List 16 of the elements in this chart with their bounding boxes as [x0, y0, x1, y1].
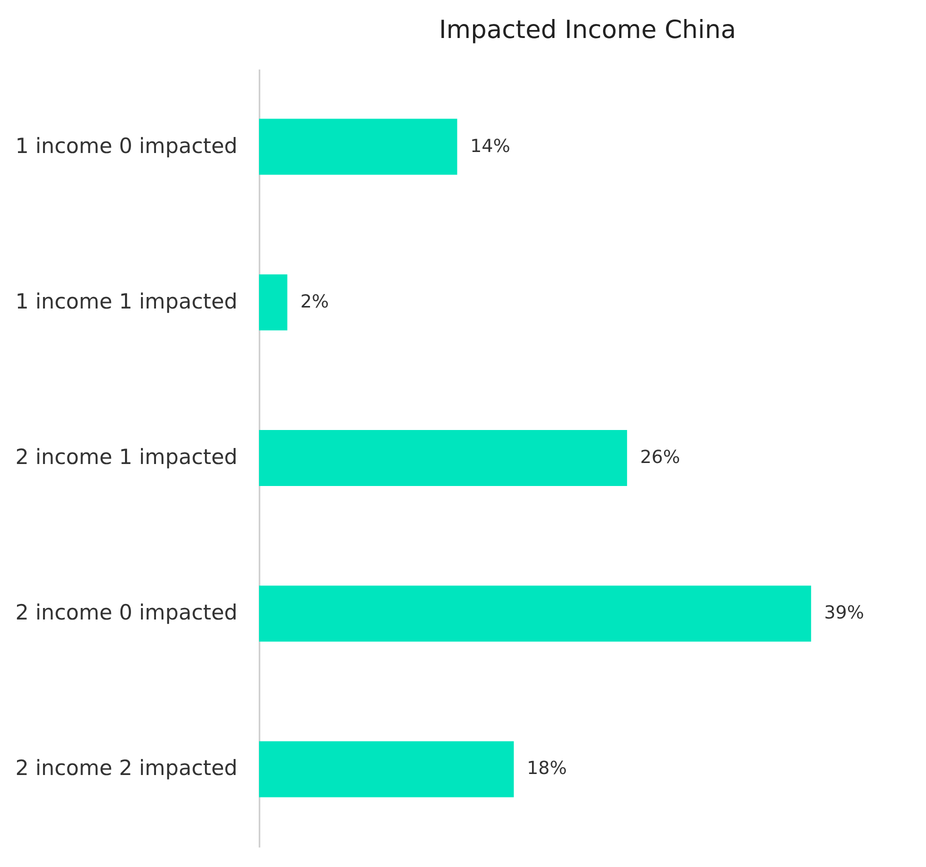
data-label: 39% [824, 602, 864, 624]
bar [259, 586, 812, 642]
y-tick-label: 2 income 0 impacted [15, 600, 238, 625]
chart-title: Impacted Income China [438, 15, 736, 44]
y-tick-label: 2 income 1 impacted [15, 445, 238, 469]
data-label: 18% [526, 758, 567, 780]
data-label: 26% [640, 447, 680, 468]
y-tick-label: 1 income 1 impacted [15, 289, 238, 314]
bar [259, 430, 628, 486]
y-tick-label: 1 income 0 impacted [15, 134, 238, 158]
y-tick-label: 2 income 2 impacted [15, 756, 238, 780]
data-label: 2% [300, 291, 329, 312]
data-label: 14% [470, 136, 510, 157]
bar [259, 274, 288, 330]
bar [259, 741, 514, 798]
bar [259, 118, 458, 175]
